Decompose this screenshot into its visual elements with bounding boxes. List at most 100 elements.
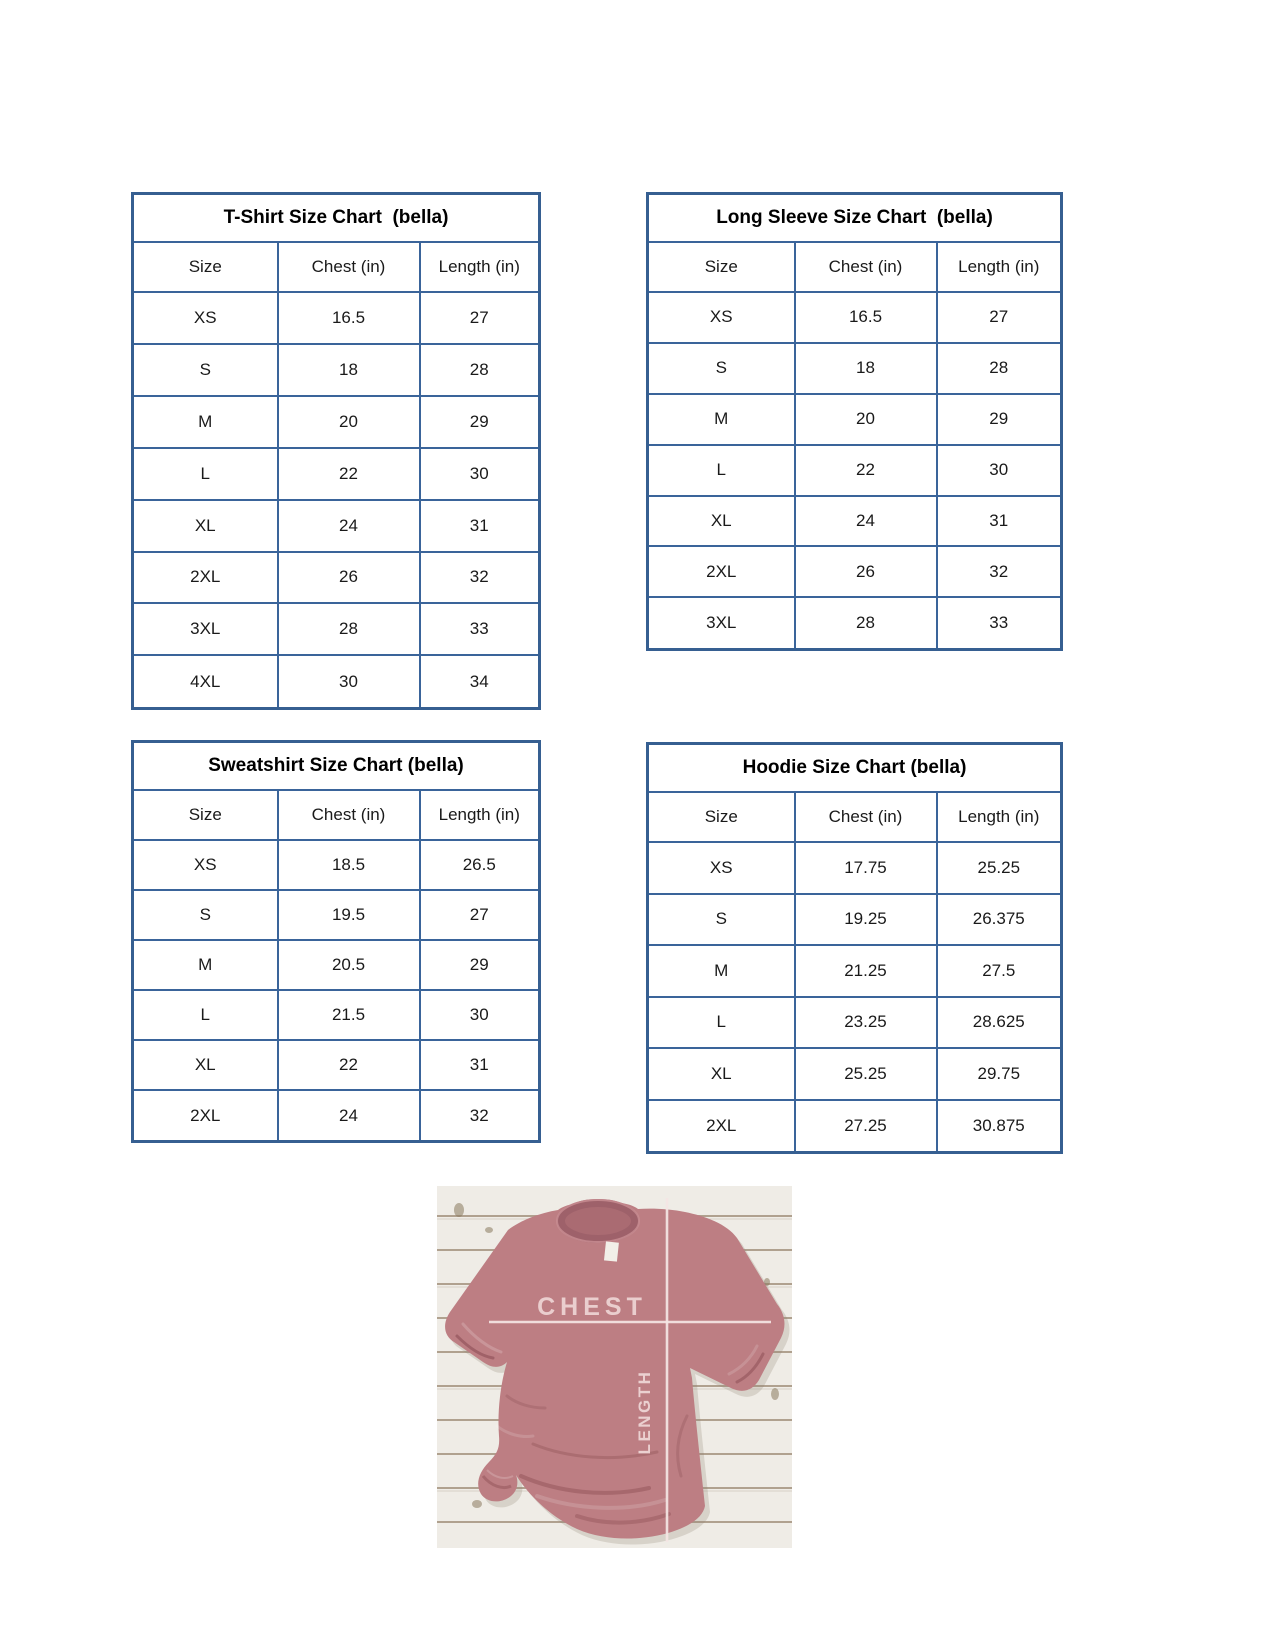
size-row: XS 17.75 25.25 xyxy=(646,841,1063,895)
size-cell: 31 xyxy=(935,494,1063,548)
size-cell: 21.25 xyxy=(793,944,938,998)
size-cell: 31 xyxy=(418,1039,541,1092)
size-row: 2XL 27.25 30.875 xyxy=(646,1098,1063,1154)
size-row: M 20 29 xyxy=(131,394,541,449)
size-row: M 20 29 xyxy=(646,392,1063,446)
size-cell: 17.75 xyxy=(793,841,938,895)
size-cell: 32 xyxy=(418,550,541,605)
size-row: 4XL 30 34 xyxy=(131,654,541,710)
size-cell: 27.25 xyxy=(793,1098,938,1154)
size-row: S 18 28 xyxy=(131,342,541,397)
size-cell: 19.5 xyxy=(276,889,421,942)
size-cell: 28.625 xyxy=(935,995,1063,1050)
size-cell: 28 xyxy=(935,341,1063,395)
table-title-row: Sweatshirt Size Chart (bella) xyxy=(131,740,541,791)
column-header: Size xyxy=(646,791,796,843)
size-cell: 24 xyxy=(793,494,938,548)
column-header: Length (in) xyxy=(418,241,541,293)
size-cell: 30 xyxy=(418,989,541,1042)
size-cell: 26.375 xyxy=(935,892,1063,947)
long-sleeve-size-table: Long Sleeve Size Chart (bella) Size Chest … xyxy=(646,192,1064,651)
size-cell: 2XL xyxy=(131,1089,279,1143)
size-row: XL 24 31 xyxy=(131,498,541,553)
table-header-row: Size Chest (in) Length (in) xyxy=(131,241,541,293)
size-cell: 22 xyxy=(793,443,938,497)
column-header: Length (in) xyxy=(935,241,1063,293)
size-cell: 19.25 xyxy=(793,892,938,947)
size-cell: 3XL xyxy=(131,602,279,657)
size-cell: 26 xyxy=(276,550,421,605)
measurement-photo: CHEST LENGTH xyxy=(437,1186,792,1548)
column-header: Chest (in) xyxy=(793,791,938,843)
table-title-row: Long Sleeve Size Chart (bella) xyxy=(646,192,1063,243)
size-row: XS 16.5 27 xyxy=(131,291,541,345)
size-cell: 34 xyxy=(418,654,541,710)
size-cell: 20.5 xyxy=(276,939,421,992)
hem-knot xyxy=(480,1467,514,1497)
size-cell: 27 xyxy=(935,291,1063,344)
sweatshirt-size-table: Sweatshirt Size Chart (bella) Size Chest (… xyxy=(131,740,541,1143)
column-header: Length (in) xyxy=(418,789,541,841)
size-cell: XS xyxy=(646,291,796,344)
size-cell: 4XL xyxy=(131,654,279,710)
size-cell: 27 xyxy=(418,291,541,345)
size-row: XL 25.25 29.75 xyxy=(646,1047,1063,1101)
size-row: 2XL 26 32 xyxy=(646,545,1063,599)
size-cell: L xyxy=(646,443,796,497)
tshirt-measurement-illustration: CHEST LENGTH xyxy=(437,1186,792,1548)
size-cell: 25.25 xyxy=(793,1047,938,1101)
size-row: L 22 30 xyxy=(131,446,541,501)
table-title-row: Hoodie Size Chart (bella) xyxy=(646,742,1063,793)
size-cell: XS xyxy=(131,291,279,345)
size-cell: XS xyxy=(131,838,279,892)
table-title: Hoodie Size Chart (bella) xyxy=(646,742,1063,793)
tshirt-size-table: T-Shirt Size Chart (bella) Size Chest (in)… xyxy=(131,192,542,710)
table-header-row: Size Chest (in) Length (in) xyxy=(131,789,541,841)
size-cell: S xyxy=(131,342,279,397)
size-cell: 18.5 xyxy=(276,838,421,892)
column-header: Length (in) xyxy=(935,791,1063,843)
size-cell: L xyxy=(646,995,796,1050)
size-row: 2XL 26 32 xyxy=(131,550,541,605)
table-title-row: T-Shirt Size Chart (bella) xyxy=(131,192,541,243)
size-cell: 21.5 xyxy=(276,989,421,1042)
tshirt-graphic xyxy=(445,1199,790,1545)
length-label: LENGTH xyxy=(635,1370,654,1455)
size-row: 2XL 24 32 xyxy=(131,1089,541,1143)
size-cell: 22 xyxy=(276,446,421,501)
size-cell: XL xyxy=(646,494,796,548)
size-cell: L xyxy=(131,989,279,1042)
size-cell: 27 xyxy=(418,889,541,942)
size-row: L 22 30 xyxy=(646,443,1063,497)
size-cell: XL xyxy=(646,1047,796,1101)
size-cell: 22 xyxy=(276,1039,421,1092)
hoodie-size-table: Hoodie Size Chart (bella) Size Chest (in) L… xyxy=(646,742,1064,1154)
chest-label: CHEST xyxy=(537,1293,647,1321)
size-cell: 18 xyxy=(793,341,938,395)
size-row: 3XL 28 33 xyxy=(646,596,1063,651)
table-title: Sweatshirt Size Chart (bella) xyxy=(131,740,541,791)
table-header-row: Size Chest (in) Length (in) xyxy=(646,241,1063,293)
size-cell: 20 xyxy=(276,394,421,449)
size-row: L 21.5 30 xyxy=(131,989,541,1042)
size-cell: 29 xyxy=(935,392,1063,446)
size-row: M 21.25 27.5 xyxy=(646,944,1063,998)
size-cell: S xyxy=(646,892,796,947)
size-row: L 23.25 28.625 xyxy=(646,995,1063,1050)
size-row: XL 22 31 xyxy=(131,1039,541,1092)
size-row: 3XL 28 33 xyxy=(131,602,541,657)
size-cell: 30 xyxy=(418,446,541,501)
size-row: XL 24 31 xyxy=(646,494,1063,548)
size-row: S 19.5 27 xyxy=(131,889,541,942)
size-cell: M xyxy=(131,939,279,992)
size-cell: 2XL xyxy=(646,545,796,599)
size-cell: XL xyxy=(131,1039,279,1092)
size-cell: 32 xyxy=(418,1089,541,1143)
table-title: T-Shirt Size Chart (bella) xyxy=(131,192,541,243)
size-cell: 26 xyxy=(793,545,938,599)
column-header: Chest (in) xyxy=(793,241,938,293)
column-header: Size xyxy=(131,241,279,293)
size-cell: S xyxy=(131,889,279,942)
size-cell: 3XL xyxy=(646,596,796,651)
